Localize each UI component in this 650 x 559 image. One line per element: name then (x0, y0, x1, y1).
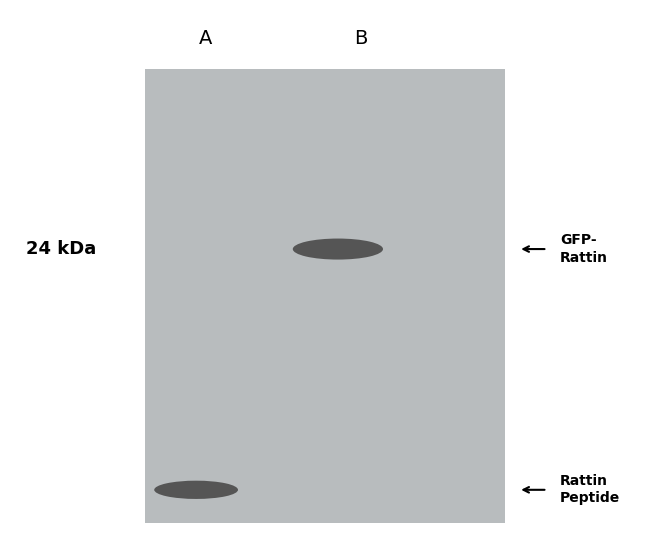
Ellipse shape (292, 239, 383, 259)
Text: B: B (354, 29, 367, 48)
Ellipse shape (162, 482, 229, 497)
Ellipse shape (297, 240, 378, 258)
Text: A: A (199, 29, 213, 48)
Ellipse shape (159, 482, 234, 498)
Bar (144, 69, 506, 523)
Text: GFP-
Rattin: GFP- Rattin (560, 234, 608, 265)
Ellipse shape (171, 484, 221, 495)
Ellipse shape (333, 248, 343, 250)
Ellipse shape (175, 485, 217, 494)
Ellipse shape (315, 244, 361, 254)
Ellipse shape (167, 484, 226, 496)
Ellipse shape (188, 488, 205, 491)
Text: Rattin
Peptide: Rattin Peptide (560, 474, 621, 505)
Ellipse shape (320, 245, 356, 253)
Ellipse shape (324, 246, 352, 252)
Ellipse shape (302, 240, 374, 258)
Ellipse shape (183, 487, 209, 492)
Ellipse shape (306, 241, 369, 257)
Ellipse shape (311, 243, 365, 255)
Text: 24 kDa: 24 kDa (25, 240, 96, 258)
Ellipse shape (179, 486, 213, 494)
Ellipse shape (192, 489, 200, 491)
Ellipse shape (154, 481, 238, 499)
Ellipse shape (329, 247, 347, 251)
